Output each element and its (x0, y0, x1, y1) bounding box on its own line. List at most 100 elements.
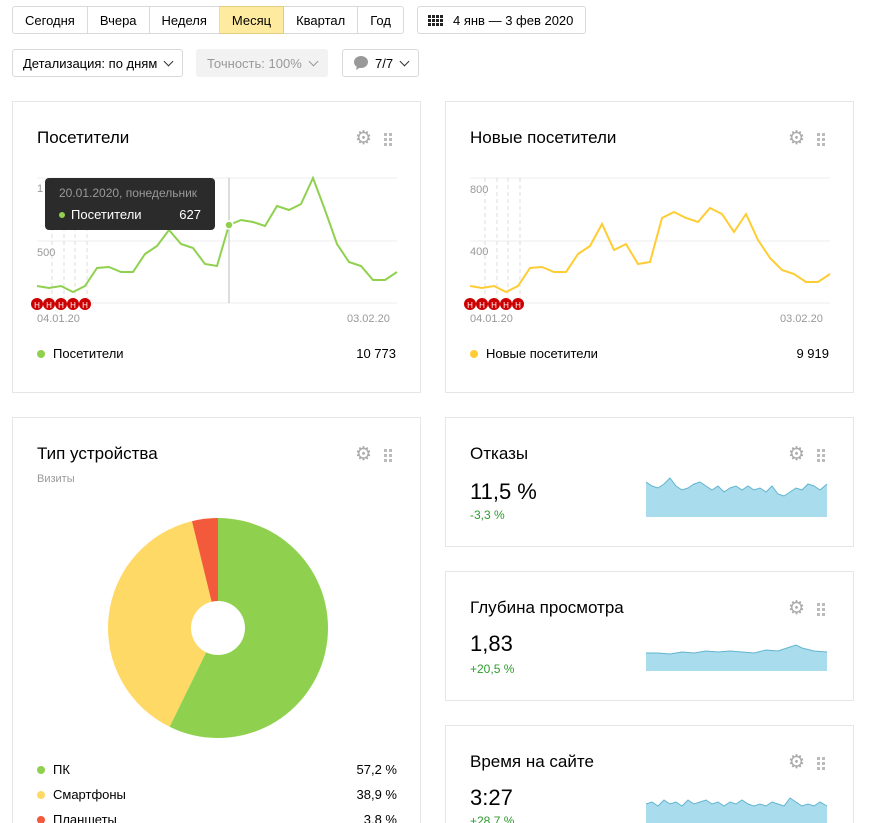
card-title: Посетители (37, 128, 130, 147)
date-range-label: 4 янв — 3 фев 2020 (453, 12, 574, 28)
holiday-marker: Н (70, 301, 76, 310)
device-type-card: Тип устройства Визиты ⚙ ПК 57,2 % Смартф… (12, 417, 421, 823)
period-month-button[interactable]: Месяц (219, 6, 285, 34)
holiday-marker: Н (58, 301, 64, 310)
segments-dropdown[interactable]: 7/7 (342, 49, 420, 77)
card-title: Тип устройства (37, 444, 158, 463)
new-visitors-card: Новые посетители ⚙ Н Н Н Н Н 800 400 04.… (445, 101, 854, 393)
tooltip-date: 20.01.2020, понедельник (59, 186, 198, 200)
chart-tooltip: 20.01.2020, понедельник Посетители 627 (45, 178, 215, 230)
x-tick-end: 03.02.20 (780, 313, 823, 325)
list-item: ПК 57,2 % (37, 757, 397, 782)
chevron-down-icon (308, 56, 319, 66)
gear-icon[interactable]: ⚙ (788, 128, 806, 149)
legend-label: Посетители (53, 346, 124, 361)
holiday-marker: Н (82, 301, 88, 310)
x-tick-end: 03.02.20 (347, 313, 390, 325)
period-quarter-button[interactable]: Квартал (284, 6, 359, 34)
period-yesterday-button[interactable]: Вчера (87, 6, 150, 34)
device-value: 57,2 % (356, 762, 397, 777)
new-visitors-line (469, 206, 831, 294)
holiday-marker: Н (467, 301, 473, 310)
y-tick: 500 (37, 247, 56, 259)
list-item: Смартфоны 38,9 % (37, 782, 397, 807)
holiday-marker: Н (479, 301, 485, 310)
holiday-marker: Н (34, 301, 40, 310)
card-title: Глубина просмотра (470, 598, 624, 617)
date-range-picker[interactable]: 4 янв — 3 фев 2020 (417, 6, 587, 34)
time-on-site-card: Время на сайте ⚙ 3:27 +28,7 % (445, 725, 854, 823)
legend-dot (470, 349, 478, 358)
gear-icon[interactable]: ⚙ (788, 598, 806, 619)
holiday-markers[interactable]: Н Н Н Н Н (464, 298, 524, 310)
x-tick-start: 04.01.20 (37, 313, 80, 325)
holiday-marker: Н (503, 301, 509, 310)
accuracy-label: Точность: 100% (207, 55, 302, 71)
segments-label: 7/7 (375, 55, 394, 71)
y-tick: 800 (470, 184, 489, 196)
metric-value: 1,83 (470, 631, 513, 656)
card-subtitle: Визиты (37, 473, 75, 485)
gear-icon[interactable]: ⚙ (788, 444, 806, 465)
drag-handle-icon[interactable] (817, 132, 826, 146)
holiday-marker: Н (46, 301, 52, 310)
tooltip-label: Посетители (71, 207, 142, 222)
time-on-site-sparkline (646, 797, 828, 823)
legend-dot (37, 815, 45, 823)
pie-slice-2[interactable] (191, 518, 218, 628)
device-pie-chart (108, 518, 329, 738)
drag-handle-icon[interactable] (817, 448, 826, 462)
visitors-line (36, 175, 398, 294)
metric-delta: +28,7 % (470, 814, 515, 823)
period-year-button[interactable]: Год (358, 6, 404, 34)
legend-label: Новые посетители (486, 346, 598, 361)
chevron-down-icon (163, 56, 174, 66)
gear-icon[interactable]: ⚙ (355, 444, 373, 465)
metric-delta: +20,5 % (470, 662, 515, 676)
drag-handle-icon[interactable] (384, 448, 393, 462)
device-label: ПК (53, 762, 70, 777)
device-label: Смартфоны (53, 787, 126, 802)
metric-value: 11,5 % (470, 479, 537, 504)
new-visitors-chart: Н Н Н Н Н (464, 177, 831, 310)
pie-slice-1[interactable] (108, 521, 218, 727)
device-value: 3,8 % (363, 812, 397, 823)
comment-icon (354, 56, 368, 70)
card-title: Время на сайте (470, 752, 594, 771)
card-title: Новые посетители (470, 128, 617, 147)
x-tick-start: 04.01.20 (470, 313, 513, 325)
bounces-sparkline (646, 477, 828, 517)
visitors-card: Посетители ⚙ Н Н Н Н Н 500 1 04.01.20 03… (12, 101, 421, 393)
metric-delta: -3,3 % (470, 508, 505, 522)
device-label: Планшеты (53, 812, 117, 823)
chevron-down-icon (399, 56, 410, 66)
holiday-marker: Н (515, 301, 521, 310)
detail-dropdown[interactable]: Детализация: по дням (12, 49, 184, 77)
accuracy-dropdown[interactable]: Точность: 100% (196, 49, 328, 77)
legend-dot (37, 349, 45, 358)
legend-dot (37, 765, 45, 774)
period-week-button[interactable]: Неделя (149, 6, 220, 34)
gear-icon[interactable]: ⚙ (355, 128, 373, 149)
list-item: Планшеты 3,8 % (37, 807, 397, 823)
new-visitors-total: 9 919 (796, 346, 829, 361)
period-today-button[interactable]: Сегодня (12, 6, 88, 34)
calendar-icon (428, 14, 443, 26)
depth-card: Глубина просмотра ⚙ 1,83 +20,5 % (445, 571, 854, 701)
device-value: 38,9 % (356, 787, 397, 802)
bounces-card: Отказы ⚙ 11,5 % -3,3 % (445, 417, 854, 547)
holiday-marker: Н (491, 301, 497, 310)
drag-handle-icon[interactable] (817, 756, 826, 770)
metric-value: 3:27 (470, 785, 513, 810)
card-title: Отказы (470, 444, 529, 463)
period-selector: Сегодня Вчера Неделя Месяц Квартал Год (12, 6, 404, 34)
drag-handle-icon[interactable] (384, 132, 393, 146)
holiday-markers[interactable]: Н Н Н Н Н (31, 298, 91, 310)
depth-sparkline (646, 644, 828, 671)
tooltip-value: 627 (179, 207, 201, 222)
gear-icon[interactable]: ⚙ (788, 752, 806, 773)
pie-slice-0[interactable] (169, 518, 329, 738)
drag-handle-icon[interactable] (817, 602, 826, 616)
device-list: ПК 57,2 % Смартфоны 38,9 % Планшеты 3,8 … (37, 757, 397, 823)
detail-label: Детализация: по дням (23, 55, 158, 71)
